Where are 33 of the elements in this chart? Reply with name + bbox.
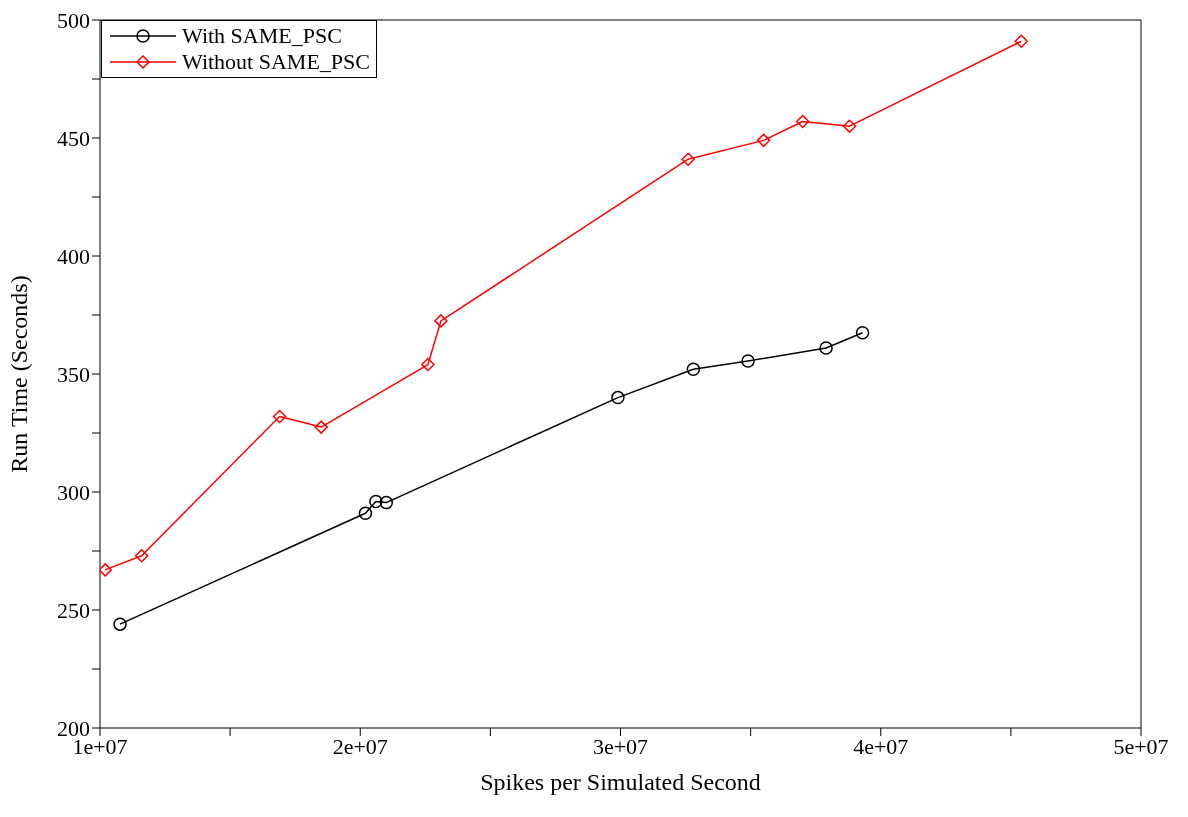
x-tick-label: 3e+07 <box>592 733 649 759</box>
point <box>681 152 695 166</box>
legend-label: With SAME_PSC <box>182 23 342 49</box>
point <box>379 495 394 510</box>
point <box>421 357 435 372</box>
x-tick-label: 2e+07 <box>332 733 388 759</box>
point <box>272 409 287 424</box>
point <box>795 114 810 129</box>
x-tick-label: 5e+07 <box>1113 733 1169 759</box>
point <box>819 341 833 355</box>
y-tick-label: 250 <box>57 597 90 623</box>
y-tick-label: 500 <box>57 7 90 33</box>
x-axis-title: Spikes per Simulated Second <box>480 769 761 795</box>
point <box>855 325 870 340</box>
y-tick-label: 400 <box>57 243 90 269</box>
point <box>113 617 127 631</box>
point <box>369 494 383 509</box>
point <box>358 506 373 520</box>
point <box>741 354 755 368</box>
point <box>686 362 701 377</box>
point <box>134 548 149 563</box>
y-tick-label: 350 <box>57 361 90 387</box>
point <box>434 314 448 328</box>
point <box>611 390 625 405</box>
y-tick-label: 300 <box>57 479 90 505</box>
x-tick-label: 4e+07 <box>853 733 909 759</box>
y-tick-label: 450 <box>57 125 90 151</box>
y-axis-title: Run Time (Seconds) <box>5 275 32 473</box>
legend-label: Without SAME_PSC <box>182 49 370 75</box>
point <box>314 420 328 434</box>
point <box>756 133 771 148</box>
point <box>842 119 857 133</box>
point <box>1014 34 1029 48</box>
